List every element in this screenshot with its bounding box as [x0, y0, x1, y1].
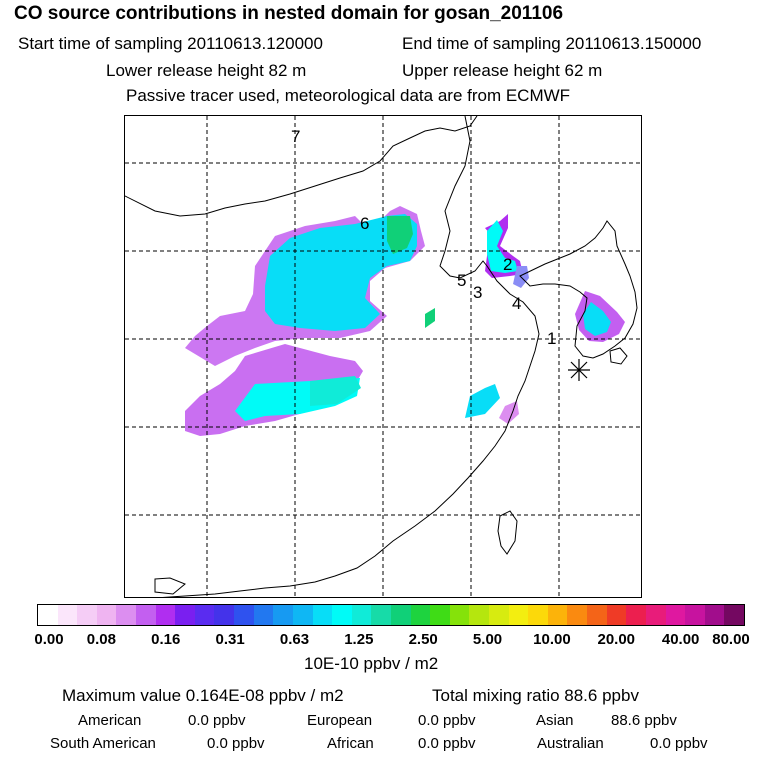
tracer-note: Passive tracer used, meteorological data… [126, 86, 571, 105]
asterisk-icon [568, 359, 590, 381]
colorbar-cell [292, 605, 313, 625]
colorbar-cell [508, 605, 529, 625]
colorbar-tick-label: 0.31 [215, 631, 245, 648]
region-name: South American [50, 735, 156, 752]
colorbar-cell [704, 605, 725, 625]
region-name: Australian [537, 735, 604, 752]
colorbar-cell [410, 605, 431, 625]
colorbar-tick-label: 20.00 [597, 631, 636, 648]
colorbar-cell [528, 605, 548, 625]
colorbar-cell [116, 605, 137, 625]
region-value: 0.0 ppbv [418, 735, 476, 752]
colorbar-cell [96, 605, 117, 625]
lat-lon-grid [125, 116, 641, 597]
colorbar-cell [332, 605, 352, 625]
region-value: 0.0 ppbv [207, 735, 265, 752]
colorbar-cell [273, 605, 293, 625]
colorbar-cell [547, 605, 568, 625]
colorbar-cell [234, 605, 254, 625]
colorbar-cell [489, 605, 509, 625]
region-value: 0.0 ppbv [650, 735, 708, 752]
colorbar-tick-label: 5.00 [472, 631, 503, 648]
chart-title: CO source contributions in nested domain… [14, 3, 564, 24]
site-label: 3 [473, 283, 482, 302]
source-site-labels: 1 2 3 4 5 6 7 [291, 127, 556, 348]
colorbar-cell [390, 605, 411, 625]
colorbar-cell [626, 605, 646, 625]
colorbar-cell [351, 605, 372, 625]
region-name: American [78, 712, 142, 729]
colorbar-cell [724, 605, 744, 625]
site-label: 2 [503, 255, 512, 274]
map-canvas: 1 2 3 4 5 6 7 [125, 116, 641, 597]
colorbar-cell [606, 605, 627, 625]
end-time-label: End time of sampling 20110613.150000 [402, 34, 702, 53]
region-name: Asian [536, 712, 574, 729]
colorbar-cell [312, 605, 333, 625]
lower-height-label: Lower release height 82 m [106, 61, 307, 80]
site-label: 5 [457, 271, 466, 290]
region-name: European [307, 712, 373, 729]
colorbar-cell [214, 605, 235, 625]
colorbar-cell [194, 605, 215, 625]
colorbar-tick-label: 2.50 [408, 631, 438, 648]
total-mixing-ratio-label: Total mixing ratio 88.6 ppbv [432, 686, 639, 705]
maximum-value-label: Maximum value 0.164E-08 ppbv / m2 [62, 686, 344, 705]
colorbar-tick-label: 0.00 [34, 631, 64, 648]
colorbar-unit: 10E-10 ppbv / m2 [304, 654, 439, 673]
upper-height-label: Upper release height 62 m [402, 61, 603, 80]
colorbar-tick-label: 80.00 [712, 631, 750, 648]
colorbar-cell [587, 605, 607, 625]
colorbar-cell [449, 605, 470, 625]
colorbar-cell [567, 605, 588, 625]
colorbar-cell [665, 605, 686, 625]
colorbar-cell [155, 605, 176, 625]
colorbar [37, 604, 745, 626]
site-label: 1 [547, 329, 556, 348]
colorbar-cell [469, 605, 490, 625]
coastline [125, 116, 638, 597]
colorbar-tick-label: 0.16 [151, 631, 181, 648]
colorbar-cell [253, 605, 274, 625]
colorbar-tick-label: 0.08 [86, 631, 116, 648]
colorbar-cell [38, 605, 58, 625]
colorbar-cell [175, 605, 195, 625]
region-name: African [327, 735, 374, 752]
colorbar-cell [57, 605, 78, 625]
colorbar-cell [77, 605, 97, 625]
colorbar-tick-label: 10.00 [533, 631, 571, 648]
colorbar-tick-label: 1.25 [344, 631, 374, 648]
colorbar-cell [371, 605, 391, 625]
colorbar-cell [685, 605, 705, 625]
colorbar-cell [136, 605, 156, 625]
colorbar-cell [645, 605, 666, 625]
site-label: 4 [512, 294, 521, 313]
start-time-label: Start time of sampling 20110613.120000 [18, 34, 323, 53]
colorbar-tick-label: 0.63 [279, 631, 310, 648]
site-label: 6 [360, 214, 369, 233]
site-label: 7 [291, 127, 300, 146]
region-value: 0.0 ppbv [418, 712, 476, 729]
region-value: 0.0 ppbv [188, 712, 246, 729]
map-panel: 1 2 3 4 5 6 7 [124, 115, 642, 598]
colorbar-cell [430, 605, 450, 625]
region-value: 88.6 ppbv [611, 712, 677, 729]
colorbar-tick-label: 40.00 [661, 631, 700, 648]
